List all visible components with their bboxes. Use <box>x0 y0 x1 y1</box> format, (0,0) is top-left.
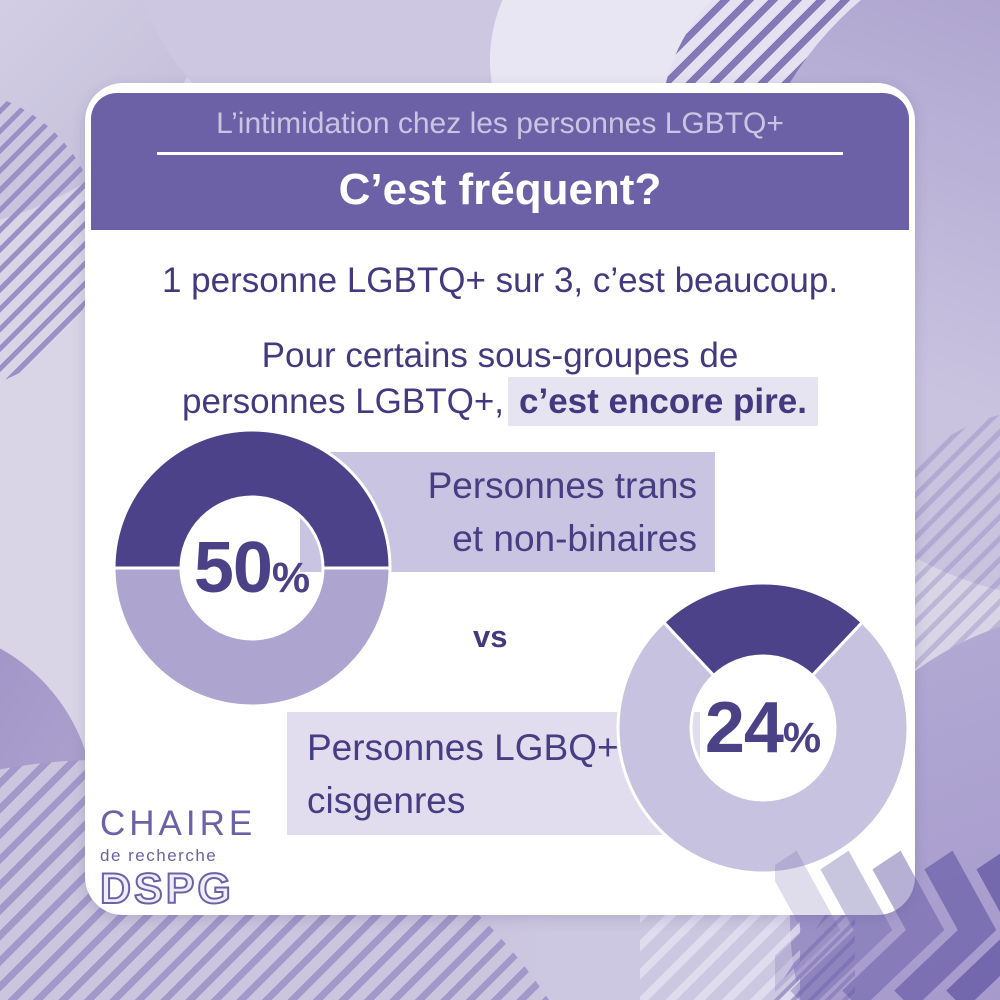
donut-trans-value: 50 <box>193 528 273 608</box>
logo-dspg-text: DSPG <box>99 865 234 913</box>
logo-recherche-text: de recherche <box>100 846 218 865</box>
label-trans-line1: Personnes trans <box>427 465 697 506</box>
chevrons-right-icon <box>775 850 1000 1000</box>
donut-cis-percent-sign: % <box>782 714 822 762</box>
label-trans-nonbinary: Personnes trans et non-binaires <box>300 452 715 572</box>
header-divider <box>157 152 843 155</box>
page-title: C’est fréquent? <box>338 165 662 214</box>
bg-striped-patch-bottom <box>640 912 800 1000</box>
subgroup-text: Pour certains sous-groupes de personnes … <box>85 333 915 426</box>
donut-trans-center-label: 50% <box>110 426 394 710</box>
label-cis-line1: Personnes LGBQ+ <box>307 726 619 768</box>
donut-chart-cis: 24% <box>614 579 912 877</box>
card-header: L’intimidation chez les personnes LGBTQ+… <box>91 93 909 230</box>
subgroup-line1: Pour certains sous-groupes de <box>261 336 739 375</box>
logo-chaire-text: CHAIRE <box>100 804 257 843</box>
subgroup-line2: personnes LGBTQ+, <box>182 382 505 421</box>
infographic-card: L’intimidation chez les personnes LGBTQ+… <box>85 83 915 915</box>
label-cis-line2: cisgenres <box>307 779 466 821</box>
label-trans-line2: et non-binaires <box>452 518 697 559</box>
donut-trans-percent-sign: % <box>271 554 311 602</box>
donut-trans-svg <box>112 428 392 708</box>
donut-cis-value: 24 <box>704 688 784 768</box>
donut-chart-trans: 50% <box>110 426 394 710</box>
dspg-logo: CHAIRE de recherche DSPG <box>99 804 257 914</box>
vs-separator: vs <box>473 619 508 654</box>
lead-text: 1 personne LGBTQ+ sur 3, c’est beaucoup. <box>161 261 839 300</box>
donut-cis-svg <box>616 581 910 875</box>
subgroup-highlight: c’est encore pire. <box>508 377 818 426</box>
donut-cis-center-label: 24% <box>614 579 912 877</box>
header-eyebrow: L’intimidation chez les personnes LGBTQ+ <box>216 107 784 140</box>
